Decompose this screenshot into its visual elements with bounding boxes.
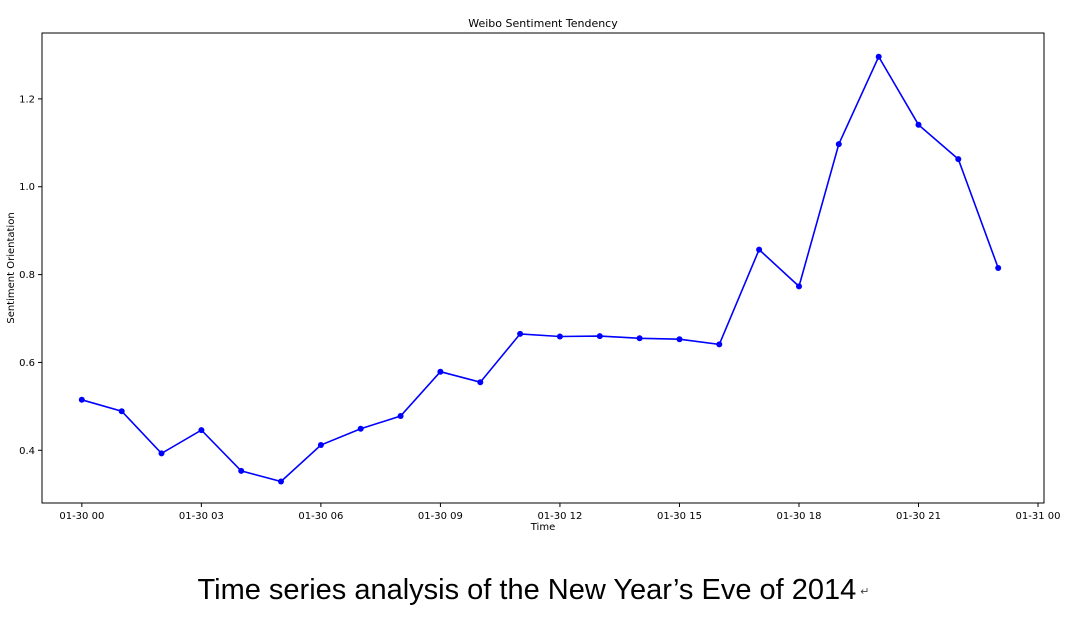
data-point <box>756 246 763 253</box>
y-axis: 0.4 0.6 0.8 1.0 1.2 <box>19 94 42 457</box>
line-chart: Weibo Sentiment Tendency 0.4 0.6 0.8 1.0 1.2… <box>6 17 1061 533</box>
data-point <box>317 442 324 448</box>
data-point <box>716 341 723 348</box>
data-point <box>556 333 563 340</box>
data-point <box>238 467 245 474</box>
data-point <box>278 478 284 485</box>
x-tick-label: 01-30 21 <box>896 511 941 522</box>
x-axis-label: Time <box>530 522 555 533</box>
data-point <box>875 53 882 60</box>
data-point <box>78 396 85 403</box>
series-sentiment <box>78 53 1002 485</box>
y-tick-label: 0.8 <box>19 270 35 281</box>
data-point <box>118 408 125 415</box>
data-point <box>437 368 444 375</box>
figure-caption: Time series analysis of the New Year’s E… <box>0 574 1067 607</box>
data-point <box>198 427 205 434</box>
y-tick-label: 0.4 <box>19 446 35 457</box>
data-point <box>796 283 802 290</box>
data-point <box>636 335 643 342</box>
y-tick-label: 1.2 <box>19 94 35 105</box>
x-tick-label: 01-30 18 <box>776 511 821 522</box>
data-point <box>517 330 524 337</box>
y-tick-label: 1.0 <box>19 182 35 193</box>
x-tick-label: 01-30 00 <box>59 511 104 522</box>
x-tick-label: 01-30 12 <box>537 511 582 522</box>
data-point <box>995 265 1002 271</box>
data-point <box>915 121 922 128</box>
data-point <box>397 413 404 419</box>
series-line <box>81 54 999 483</box>
data-point <box>676 336 683 343</box>
caption-text: Time series analysis of the New Year’s E… <box>197 574 857 606</box>
return-mark-icon: ↵ <box>860 585 870 598</box>
y-axis-label: Sentiment Orientation <box>6 212 17 323</box>
x-tick-label: 01-30 03 <box>179 511 224 522</box>
x-tick-label: 01-31 00 <box>1016 511 1061 522</box>
data-point <box>596 333 603 340</box>
x-tick-label: 01-30 15 <box>657 511 702 522</box>
plot-area-frame <box>41 32 1045 504</box>
x-tick-label: 01-30 09 <box>418 511 463 522</box>
data-point <box>955 156 962 163</box>
chart-title: Weibo Sentiment Tendency <box>468 17 618 30</box>
data-point <box>477 379 484 386</box>
y-tick-label: 0.6 <box>19 358 35 369</box>
x-axis: 01-30 00 01-30 03 01-30 06 01-30 09 01-30 12… <box>59 503 1061 522</box>
data-point <box>158 450 165 457</box>
x-tick-label: 01-30 06 <box>298 511 343 522</box>
data-point <box>357 425 364 432</box>
data-point <box>835 141 842 148</box>
